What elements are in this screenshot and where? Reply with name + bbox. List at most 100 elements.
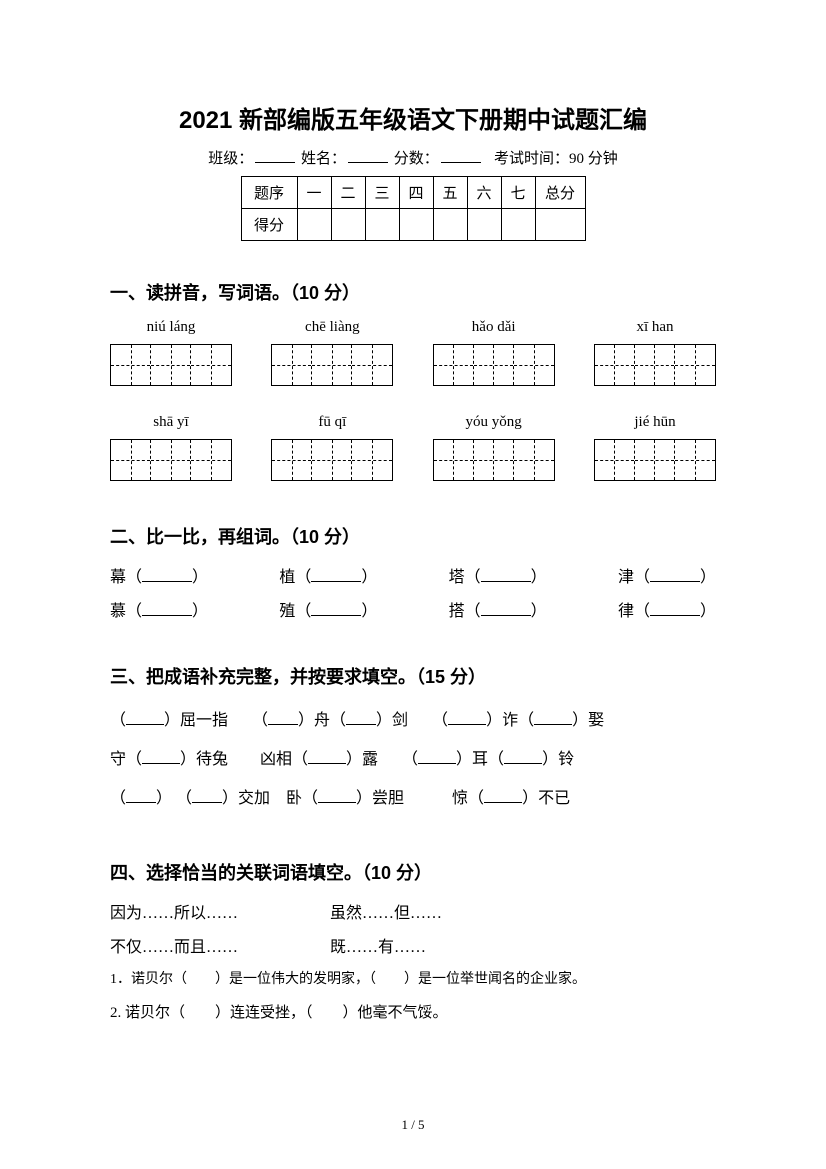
name-blank[interactable] bbox=[348, 149, 388, 163]
fill-blank[interactable] bbox=[504, 750, 542, 764]
fill-blank[interactable] bbox=[318, 789, 356, 803]
char-box[interactable] bbox=[434, 440, 474, 480]
score-blank[interactable] bbox=[441, 149, 481, 163]
pinyin-label: xī han bbox=[636, 319, 673, 336]
compare-item: 津（） bbox=[618, 563, 716, 587]
char-box-group[interactable] bbox=[594, 344, 716, 386]
class-blank[interactable] bbox=[255, 149, 295, 163]
fill-blank[interactable] bbox=[448, 711, 486, 725]
char-box[interactable] bbox=[191, 440, 231, 480]
fill-blank[interactable] bbox=[534, 711, 572, 725]
char-box[interactable] bbox=[312, 440, 352, 480]
section-heading: 二、比一比，再组词。（10 分） bbox=[110, 523, 716, 549]
char-box[interactable] bbox=[675, 440, 715, 480]
fill-blank[interactable] bbox=[311, 602, 361, 616]
fill-blank[interactable] bbox=[268, 711, 298, 725]
pinyin-item: xī han bbox=[594, 319, 716, 386]
char-box[interactable] bbox=[514, 345, 554, 385]
score-cell[interactable] bbox=[297, 209, 331, 241]
fill-blank[interactable] bbox=[484, 789, 522, 803]
idiom-line: （）屈一指 （）舟（）剑 （）诈（）娶 bbox=[110, 703, 716, 738]
fill-blank[interactable] bbox=[346, 711, 376, 725]
char-box[interactable] bbox=[635, 440, 675, 480]
char-box-group[interactable] bbox=[110, 344, 232, 386]
connective-options-row: 因为……所以…… 虽然……但…… bbox=[110, 899, 716, 923]
char-box-group[interactable] bbox=[110, 439, 232, 481]
score-cell[interactable] bbox=[501, 209, 535, 241]
col-header: 五 bbox=[433, 177, 467, 209]
char-box[interactable] bbox=[272, 440, 312, 480]
char-box[interactable] bbox=[595, 345, 635, 385]
fill-blank[interactable] bbox=[126, 711, 164, 725]
score-cell[interactable] bbox=[331, 209, 365, 241]
table-row: 题序 一 二 三 四 五 六 七 总分 bbox=[241, 177, 585, 209]
score-cell[interactable] bbox=[433, 209, 467, 241]
row-label: 得分 bbox=[241, 209, 297, 241]
char-box[interactable] bbox=[352, 345, 392, 385]
char-box[interactable] bbox=[111, 440, 151, 480]
char-box-group[interactable] bbox=[271, 344, 393, 386]
char-box-group[interactable] bbox=[271, 439, 393, 481]
fill-blank[interactable] bbox=[308, 750, 346, 764]
char-box[interactable] bbox=[514, 440, 554, 480]
fill-blank[interactable] bbox=[481, 568, 531, 582]
section-heading: 四、选择恰当的关联词语填空。（10 分） bbox=[110, 859, 716, 885]
option: 因为……所以…… bbox=[110, 899, 330, 923]
fill-blank[interactable] bbox=[142, 568, 192, 582]
fill-blank[interactable] bbox=[481, 602, 531, 616]
char-box[interactable] bbox=[151, 440, 191, 480]
score-cell[interactable] bbox=[365, 209, 399, 241]
char-box[interactable] bbox=[352, 440, 392, 480]
row-label: 题序 bbox=[241, 177, 297, 209]
score-cell[interactable] bbox=[399, 209, 433, 241]
char-box[interactable] bbox=[191, 345, 231, 385]
char-box[interactable] bbox=[675, 345, 715, 385]
fill-blank[interactable] bbox=[311, 568, 361, 582]
score-cell[interactable] bbox=[467, 209, 501, 241]
fill-blank[interactable] bbox=[142, 750, 180, 764]
char-box[interactable] bbox=[474, 345, 514, 385]
char-box[interactable] bbox=[595, 440, 635, 480]
fill-blank[interactable] bbox=[418, 750, 456, 764]
fill-blank[interactable] bbox=[650, 602, 700, 616]
char-box[interactable] bbox=[111, 345, 151, 385]
pinyin-item: hǎo dǎi bbox=[433, 319, 555, 386]
page-title: 2021 新部编版五年级语文下册期中试题汇编 bbox=[110, 100, 716, 135]
pinyin-item: jié hūn bbox=[594, 414, 716, 481]
pinyin-item: fū qī bbox=[271, 414, 393, 481]
col-header: 七 bbox=[501, 177, 535, 209]
fill-blank[interactable] bbox=[192, 789, 222, 803]
pinyin-label: hǎo dǎi bbox=[472, 319, 516, 336]
char-box[interactable] bbox=[151, 345, 191, 385]
compare-item: 律（） bbox=[618, 597, 716, 621]
page-number: 1 / 5 bbox=[0, 1117, 826, 1133]
fill-blank[interactable] bbox=[126, 789, 156, 803]
section-3: 三、把成语补充完整，并按要求填空。（15 分） （）屈一指 （）舟（）剑 （）诈… bbox=[110, 663, 716, 817]
section-heading: 三、把成语补充完整，并按要求填空。（15 分） bbox=[110, 663, 716, 689]
score-cell[interactable] bbox=[535, 209, 585, 241]
option: 既……有…… bbox=[330, 933, 426, 957]
col-header: 总分 bbox=[535, 177, 585, 209]
option: 虽然……但…… bbox=[330, 899, 442, 923]
compare-item: 搭（） bbox=[449, 597, 547, 621]
char-box[interactable] bbox=[434, 345, 474, 385]
compare-item: 殖（） bbox=[279, 597, 377, 621]
col-header: 三 bbox=[365, 177, 399, 209]
section-4: 四、选择恰当的关联词语填空。（10 分） 因为……所以…… 虽然……但…… 不仅… bbox=[110, 859, 716, 1027]
header-info: 班级： 姓名： 分数： 考试时间：90 分钟 bbox=[110, 147, 716, 168]
char-box[interactable] bbox=[312, 345, 352, 385]
col-header: 二 bbox=[331, 177, 365, 209]
char-box[interactable] bbox=[272, 345, 312, 385]
fill-blank[interactable] bbox=[650, 568, 700, 582]
pinyin-item: yóu yǒng bbox=[433, 414, 555, 481]
char-box-group[interactable] bbox=[594, 439, 716, 481]
char-box-group[interactable] bbox=[433, 439, 555, 481]
table-row: 得分 bbox=[241, 209, 585, 241]
score-table: 题序 一 二 三 四 五 六 七 总分 得分 bbox=[241, 176, 586, 241]
char-box-group[interactable] bbox=[433, 344, 555, 386]
pinyin-label: yóu yǒng bbox=[466, 414, 522, 431]
char-box[interactable] bbox=[474, 440, 514, 480]
fill-blank[interactable] bbox=[142, 602, 192, 616]
char-box[interactable] bbox=[635, 345, 675, 385]
pinyin-item: niú láng bbox=[110, 319, 232, 386]
